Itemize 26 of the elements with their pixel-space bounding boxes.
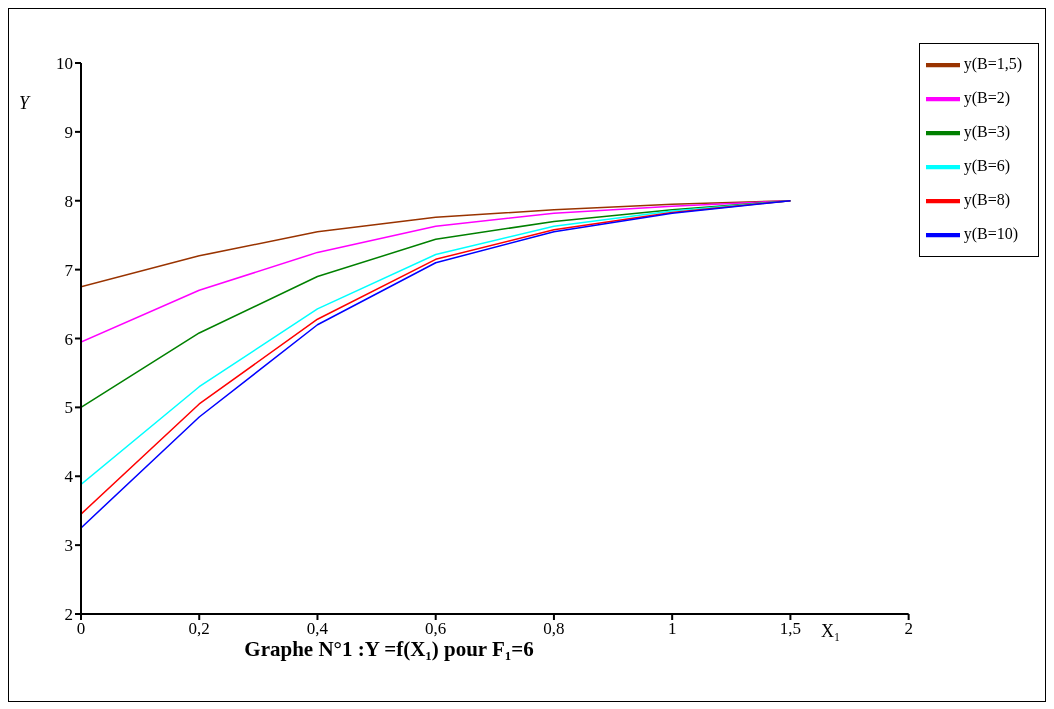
y-tick-label: 9 — [64, 122, 73, 142]
y-tick-label: 3 — [64, 536, 73, 556]
y-tick-label: 5 — [64, 398, 73, 418]
y-tick-label: 4 — [64, 467, 74, 487]
y-tick-label: 7 — [64, 260, 74, 280]
legend-label: y(B=8) — [963, 190, 1010, 208]
legend-label: y(B=10) — [963, 224, 1018, 242]
x-tick-label: 0,8 — [543, 619, 565, 639]
y-tick-label: 6 — [64, 329, 73, 349]
x-axis-title: X₁ — [821, 621, 841, 642]
legend-label: y(B=6) — [963, 156, 1010, 174]
y-axis-title: Y — [19, 93, 30, 114]
legend-label: y(B=3) — [963, 122, 1010, 140]
legend-label: y(B=1,5) — [963, 54, 1022, 72]
x-tick-label: 0 — [76, 619, 86, 639]
y-tick-label: 10 — [56, 54, 73, 74]
x-tick-label: 2 — [904, 619, 913, 639]
text: Graphe N°1 :Y =f(X₁) pour F₁=6 — [243, 637, 535, 662]
y-tick-label: 8 — [64, 191, 73, 211]
x-tick-label: 1,5 — [779, 619, 802, 639]
legend-label: y(B=2) — [963, 88, 1010, 106]
x-tick-label: 1 — [667, 619, 677, 639]
x-tick-label: 0,4 — [306, 619, 329, 639]
y-tick-label: 2 — [64, 605, 73, 625]
x-tick-label: 0,6 — [425, 619, 447, 639]
x-tick-label: 0,2 — [188, 619, 210, 639]
